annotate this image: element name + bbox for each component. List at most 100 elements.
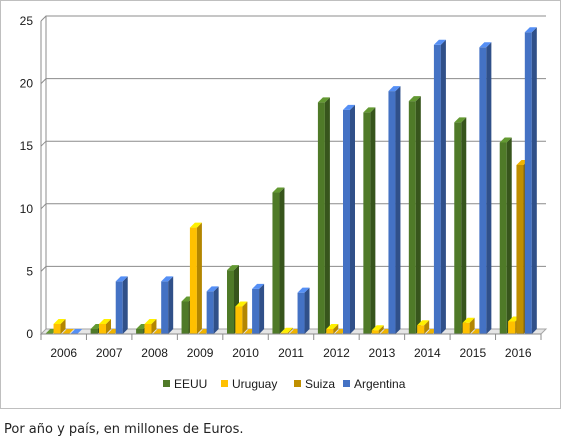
- bar-side: [287, 327, 293, 334]
- bar-side: [461, 117, 467, 334]
- bar-front: [161, 281, 169, 334]
- bar-uruguay-2014: [417, 320, 430, 334]
- x-tick-label: 2011: [278, 346, 304, 360]
- bar-front: [272, 192, 280, 334]
- bar-top: [479, 42, 492, 48]
- bar-side: [279, 187, 285, 334]
- bar-top: [99, 318, 111, 324]
- bar-uruguay-2006: [53, 318, 66, 334]
- bar-argentina-2009: [206, 286, 219, 334]
- bar-side: [196, 222, 202, 334]
- bar-uruguay-2009: [189, 222, 202, 334]
- bar-top: [161, 276, 174, 282]
- bar-top: [462, 317, 475, 323]
- bar-uruguay-2007: [99, 318, 111, 334]
- bar-eeuu-2013: [363, 107, 376, 335]
- legend-swatch: [343, 380, 350, 387]
- bar-front: [343, 109, 350, 334]
- x-tick-label: 2010: [232, 346, 259, 360]
- x-tick-label: 2016: [505, 346, 532, 360]
- bar-top: [235, 301, 248, 307]
- bar-front: [388, 91, 396, 334]
- bar-front: [462, 322, 470, 334]
- bar-top: [388, 86, 401, 92]
- bar-argentina-2016: [524, 27, 537, 334]
- bar-top: [454, 117, 467, 123]
- bar-front: [227, 270, 234, 334]
- bar-top: [499, 137, 512, 143]
- bar-side: [259, 283, 265, 334]
- legend-label: Suiza: [305, 377, 335, 391]
- bar-uruguay-2010: [235, 301, 248, 334]
- axes: 0 5 10 15 20 25 2006 2007 2008 2009 2010 2011 2012 20…: [20, 14, 542, 360]
- bar-top: [61, 329, 74, 334]
- bar-front: [317, 102, 325, 334]
- bar-top: [408, 96, 421, 102]
- bar-uruguay-2011: [280, 327, 293, 334]
- bar-uruguay-2013: [371, 325, 384, 334]
- bar-side: [370, 107, 376, 335]
- bar-argentina-2015: [479, 42, 492, 335]
- bar-top: [326, 323, 339, 329]
- bar-side: [415, 96, 421, 335]
- chart-caption: Por año y país, en millones de Euros.: [4, 422, 244, 437]
- legend-swatch: [294, 380, 301, 387]
- bar-top: [363, 107, 376, 113]
- bar-front: [235, 306, 243, 334]
- bar-side: [106, 318, 111, 334]
- bar-front: [252, 288, 260, 334]
- legend-label: EEUU: [174, 377, 207, 391]
- bar-top: [343, 104, 355, 110]
- bar-front: [53, 323, 61, 334]
- legend-swatch: [221, 380, 228, 387]
- bar-top: [524, 27, 537, 33]
- legend-label: Uruguay: [232, 377, 277, 391]
- bar-argentina-2014: [433, 39, 446, 335]
- y-tick-label: 25: [20, 14, 34, 28]
- bar-top: [433, 39, 446, 45]
- bar-argentina-2010: [252, 283, 265, 334]
- y-tick-label: 15: [20, 139, 34, 153]
- bar-side: [469, 317, 475, 334]
- bar-front: [524, 32, 532, 334]
- bar-top: [189, 222, 202, 228]
- x-tick-label: 2014: [414, 346, 441, 360]
- bar-front: [433, 44, 441, 335]
- bar-front: [144, 323, 152, 334]
- bar-eeuu-2011: [272, 187, 285, 334]
- bar-side: [168, 276, 174, 334]
- legend-item-suiza: Suiza: [294, 377, 335, 391]
- bar-side: [440, 39, 446, 335]
- bar-front: [115, 281, 123, 334]
- bar-eeuu-2014: [408, 96, 421, 335]
- legend-item-argentina: Argentina: [343, 377, 406, 391]
- bar-side: [122, 276, 128, 334]
- bar-top: [252, 283, 265, 289]
- bar-front: [326, 328, 334, 334]
- bar-front: [508, 321, 516, 334]
- bar-front: [479, 47, 487, 335]
- bar-front: [297, 292, 305, 334]
- bar-front: [206, 291, 214, 334]
- bar-top: [206, 286, 219, 292]
- bar-side: [424, 320, 430, 334]
- x-tick-label: 2012: [323, 346, 350, 360]
- bar-side: [151, 318, 157, 334]
- bar-eeuu-2016: [499, 137, 512, 334]
- bar-suiza-2006: [61, 329, 74, 334]
- bar-side: [324, 97, 330, 334]
- bar-uruguay-2015: [462, 317, 475, 334]
- bar-argentina-2008: [161, 276, 174, 334]
- legend-swatch: [163, 380, 170, 387]
- chart-frame: 0 5 10 15 20 25 2006 2007 2008 2009 2010 2011 2012 20…: [0, 0, 561, 409]
- bar-top: [272, 187, 285, 193]
- bar-top: [297, 287, 310, 293]
- bar-argentina-2011: [297, 287, 310, 334]
- bar-side: [378, 325, 384, 334]
- legend-item-uruguay: Uruguay: [221, 377, 277, 391]
- x-tick-label: 2008: [141, 346, 168, 360]
- bar-front: [454, 122, 462, 334]
- y-tick-label: 10: [20, 202, 34, 216]
- bar-top: [70, 329, 83, 334]
- bar-argentina-2013: [388, 86, 401, 334]
